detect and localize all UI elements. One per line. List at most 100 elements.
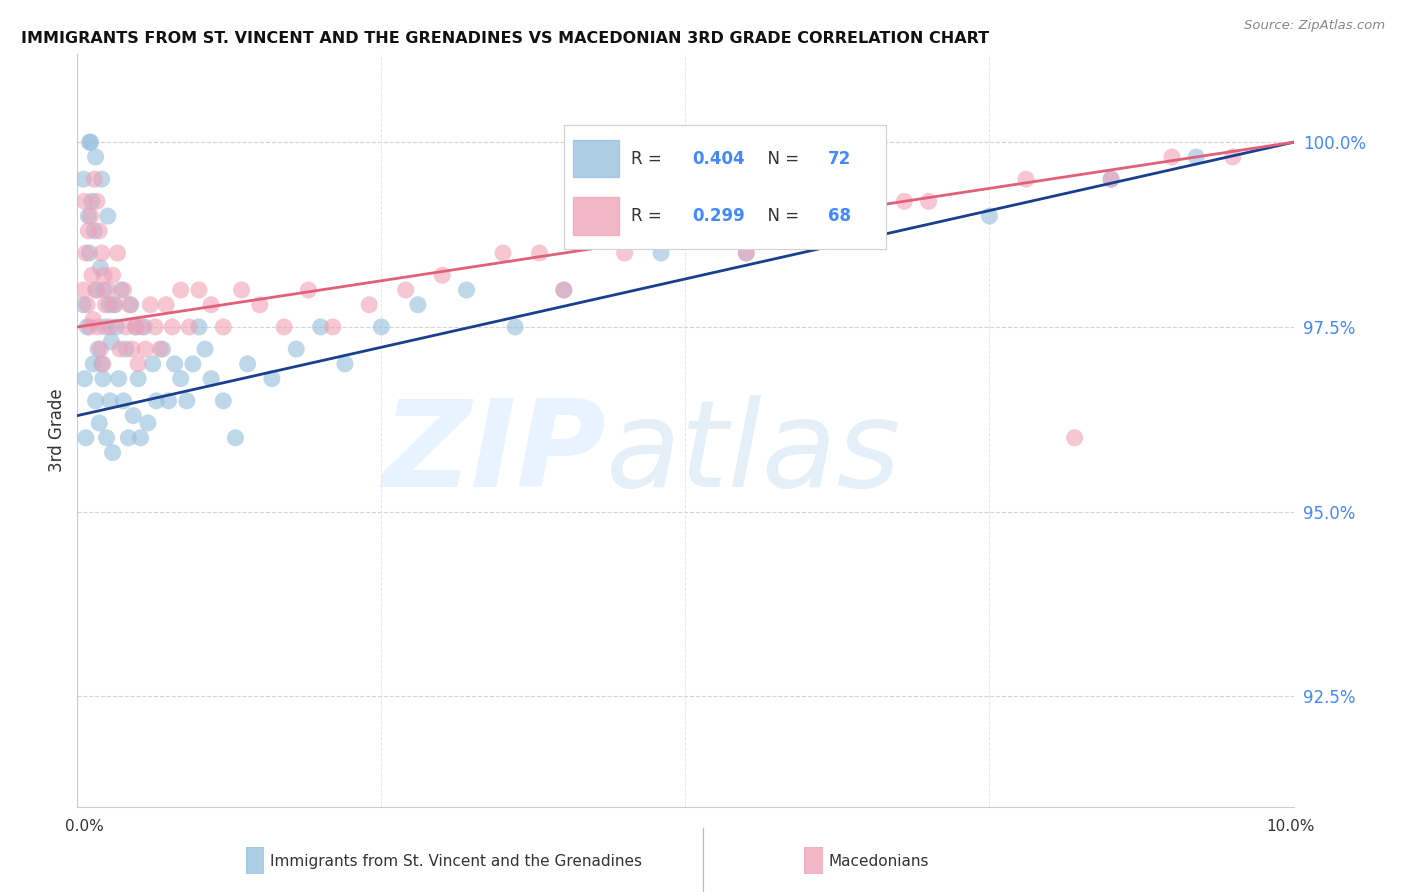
- Point: [553, 283, 575, 297]
- Point: [134, 342, 156, 356]
- Point: [176, 393, 198, 408]
- Point: [89, 416, 111, 430]
- Point: [142, 357, 165, 371]
- Text: 0.0%: 0.0%: [65, 820, 104, 834]
- Point: [650, 246, 672, 260]
- Point: [89, 224, 111, 238]
- Text: R =: R =: [631, 150, 668, 168]
- Point: [77, 224, 100, 238]
- Point: [121, 342, 143, 356]
- Text: Immigrants from St. Vincent and the Grenadines: Immigrants from St. Vincent and the Gren…: [270, 855, 643, 869]
- Point: [160, 320, 183, 334]
- Point: [86, 283, 108, 297]
- Point: [553, 283, 575, 297]
- Point: [84, 150, 107, 164]
- Point: [89, 260, 111, 275]
- Point: [107, 372, 129, 386]
- Point: [89, 342, 111, 356]
- Point: [249, 298, 271, 312]
- Point: [735, 246, 758, 260]
- Point: [90, 246, 112, 260]
- Point: [72, 172, 94, 186]
- Point: [91, 372, 114, 386]
- Point: [430, 268, 453, 283]
- Point: [163, 357, 186, 371]
- Point: [650, 224, 672, 238]
- Text: 0.299: 0.299: [693, 207, 745, 225]
- Point: [212, 393, 235, 408]
- Point: [110, 283, 132, 297]
- Point: [188, 283, 211, 297]
- Point: [94, 298, 117, 312]
- Point: [155, 298, 177, 312]
- Point: [72, 298, 94, 312]
- Point: [79, 246, 101, 260]
- Point: [98, 393, 121, 408]
- Point: [529, 246, 551, 260]
- Point: [118, 298, 141, 312]
- Point: [136, 416, 159, 430]
- Point: [91, 357, 114, 371]
- Text: 72: 72: [828, 150, 852, 168]
- Point: [1063, 431, 1085, 445]
- Text: N =: N =: [758, 150, 804, 168]
- Point: [675, 224, 697, 238]
- Point: [83, 172, 105, 186]
- Text: 10.0%: 10.0%: [1267, 820, 1315, 834]
- Point: [127, 357, 149, 371]
- Point: [224, 431, 246, 445]
- Point: [80, 268, 103, 283]
- Point: [503, 320, 526, 334]
- Point: [93, 268, 115, 283]
- Point: [395, 283, 418, 297]
- Point: [139, 298, 162, 312]
- Point: [157, 393, 180, 408]
- Point: [82, 357, 104, 371]
- Point: [87, 320, 110, 334]
- Text: Source: ZipAtlas.com: Source: ZipAtlas.com: [1244, 19, 1385, 31]
- Point: [101, 445, 124, 459]
- Point: [125, 320, 148, 334]
- Point: [72, 283, 94, 297]
- Point: [101, 268, 124, 283]
- Point: [152, 342, 174, 356]
- Bar: [574, 140, 619, 178]
- Point: [918, 194, 941, 209]
- Point: [796, 209, 818, 223]
- Point: [100, 334, 122, 349]
- Point: [104, 298, 127, 312]
- Point: [77, 209, 100, 223]
- Point: [80, 194, 103, 209]
- Point: [96, 431, 118, 445]
- Point: [94, 320, 117, 334]
- Point: [772, 209, 794, 223]
- Point: [107, 246, 129, 260]
- Point: [170, 372, 193, 386]
- Point: [893, 194, 915, 209]
- Point: [1099, 172, 1122, 186]
- Point: [134, 320, 156, 334]
- Point: [333, 357, 356, 371]
- Text: R =: R =: [631, 207, 668, 225]
- Point: [492, 246, 515, 260]
- Point: [200, 298, 222, 312]
- Point: [112, 283, 135, 297]
- Point: [97, 298, 120, 312]
- Point: [297, 283, 319, 297]
- Point: [73, 372, 96, 386]
- Point: [108, 342, 131, 356]
- Point: [98, 320, 121, 334]
- Point: [97, 283, 120, 297]
- Point: [117, 431, 139, 445]
- Point: [188, 320, 211, 334]
- Point: [1099, 172, 1122, 186]
- Point: [309, 320, 332, 334]
- Point: [236, 357, 259, 371]
- Point: [127, 372, 149, 386]
- Point: [122, 409, 145, 423]
- Point: [87, 342, 110, 356]
- Point: [1015, 172, 1038, 186]
- Point: [93, 283, 115, 297]
- Point: [285, 342, 308, 356]
- Point: [200, 372, 222, 386]
